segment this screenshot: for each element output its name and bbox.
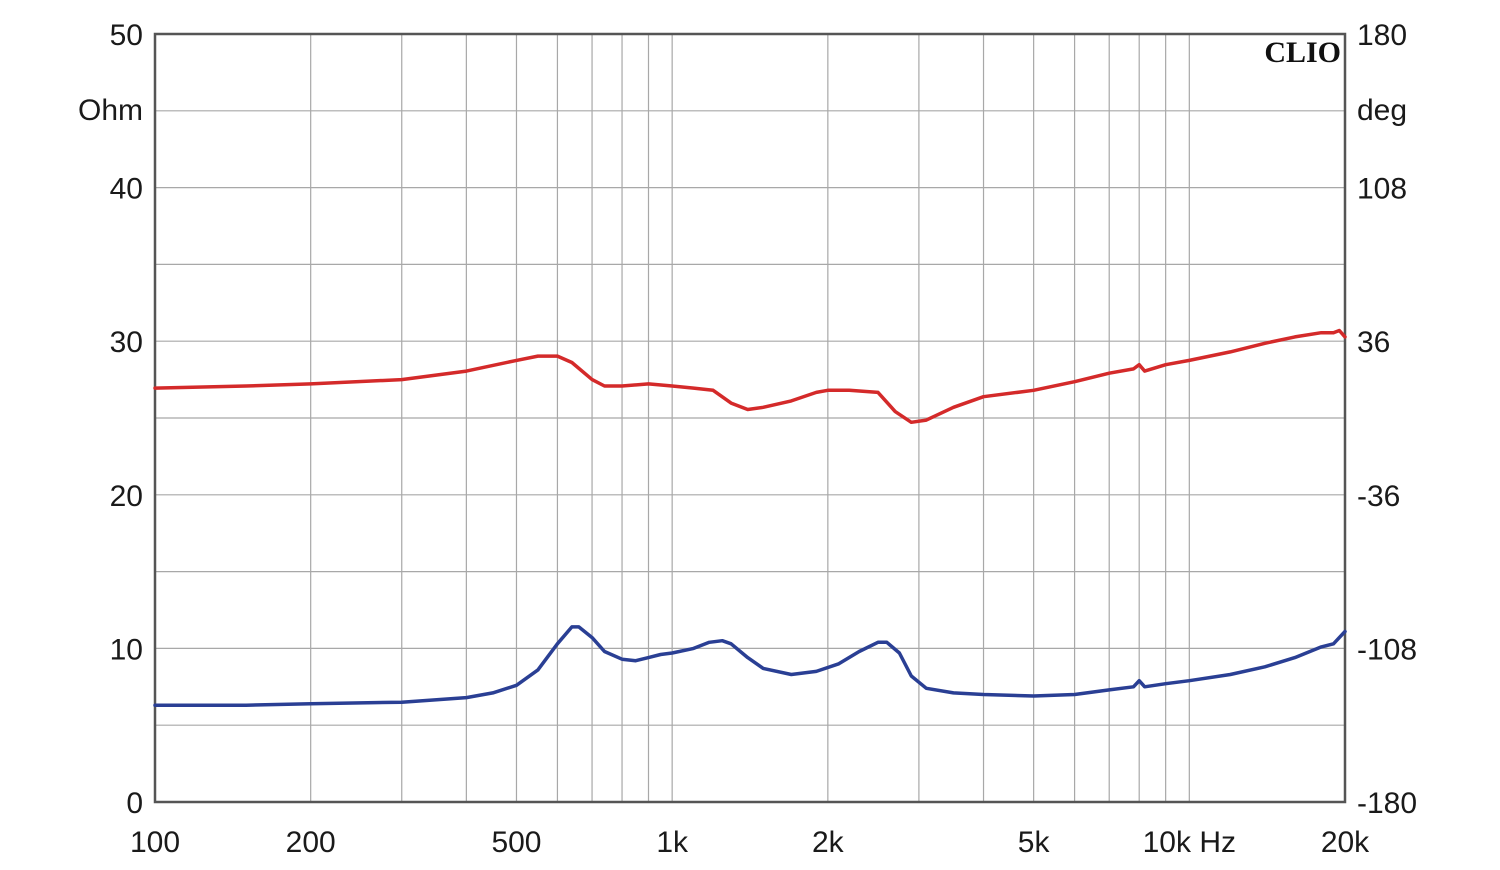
y-right-unit-label: deg bbox=[1357, 94, 1407, 127]
plot-frame bbox=[153, 32, 1347, 804]
grid bbox=[155, 34, 1345, 802]
y-right-tick-label: -36 bbox=[1357, 480, 1400, 513]
x-tick-label: 20k bbox=[1321, 826, 1370, 859]
y-right-tick-label: 36 bbox=[1357, 326, 1390, 359]
y-right-tick-label: -108 bbox=[1357, 633, 1417, 666]
axis-labels: 100 200 500 1k 2k 5k 10k Hz 20k 0 10 20 30 40 50 Ohm -1… bbox=[78, 19, 1417, 859]
x-tick-label: 1k bbox=[656, 826, 689, 859]
x-tick-label: 100 bbox=[130, 826, 180, 859]
x-tick-label: 200 bbox=[286, 826, 336, 859]
y-left-tick-label: 20 bbox=[110, 480, 143, 513]
y-right-tick-label: 180 bbox=[1357, 19, 1407, 52]
y-left-tick-label: 50 bbox=[110, 19, 143, 52]
y-left-tick-label: 40 bbox=[110, 173, 143, 206]
impedance-series-line bbox=[153, 625, 1347, 707]
y-right-tick-label: -180 bbox=[1357, 787, 1417, 820]
brand-label: CLIO bbox=[1264, 36, 1341, 69]
y-left-tick-label: 0 bbox=[126, 787, 143, 820]
x-tick-label: 500 bbox=[491, 826, 541, 859]
x-tick-label: 5k bbox=[1018, 826, 1051, 859]
y-left-tick-label: 10 bbox=[110, 633, 143, 666]
phase-series-line bbox=[153, 328, 1347, 425]
series-group bbox=[153, 328, 1347, 707]
x-tick-label: 10k Hz bbox=[1143, 826, 1236, 859]
y-right-tick-label: 108 bbox=[1357, 173, 1407, 206]
y-left-unit-label: Ohm bbox=[78, 94, 143, 127]
y-left-tick-label: 30 bbox=[110, 326, 143, 359]
x-tick-label: 2k bbox=[812, 826, 845, 859]
